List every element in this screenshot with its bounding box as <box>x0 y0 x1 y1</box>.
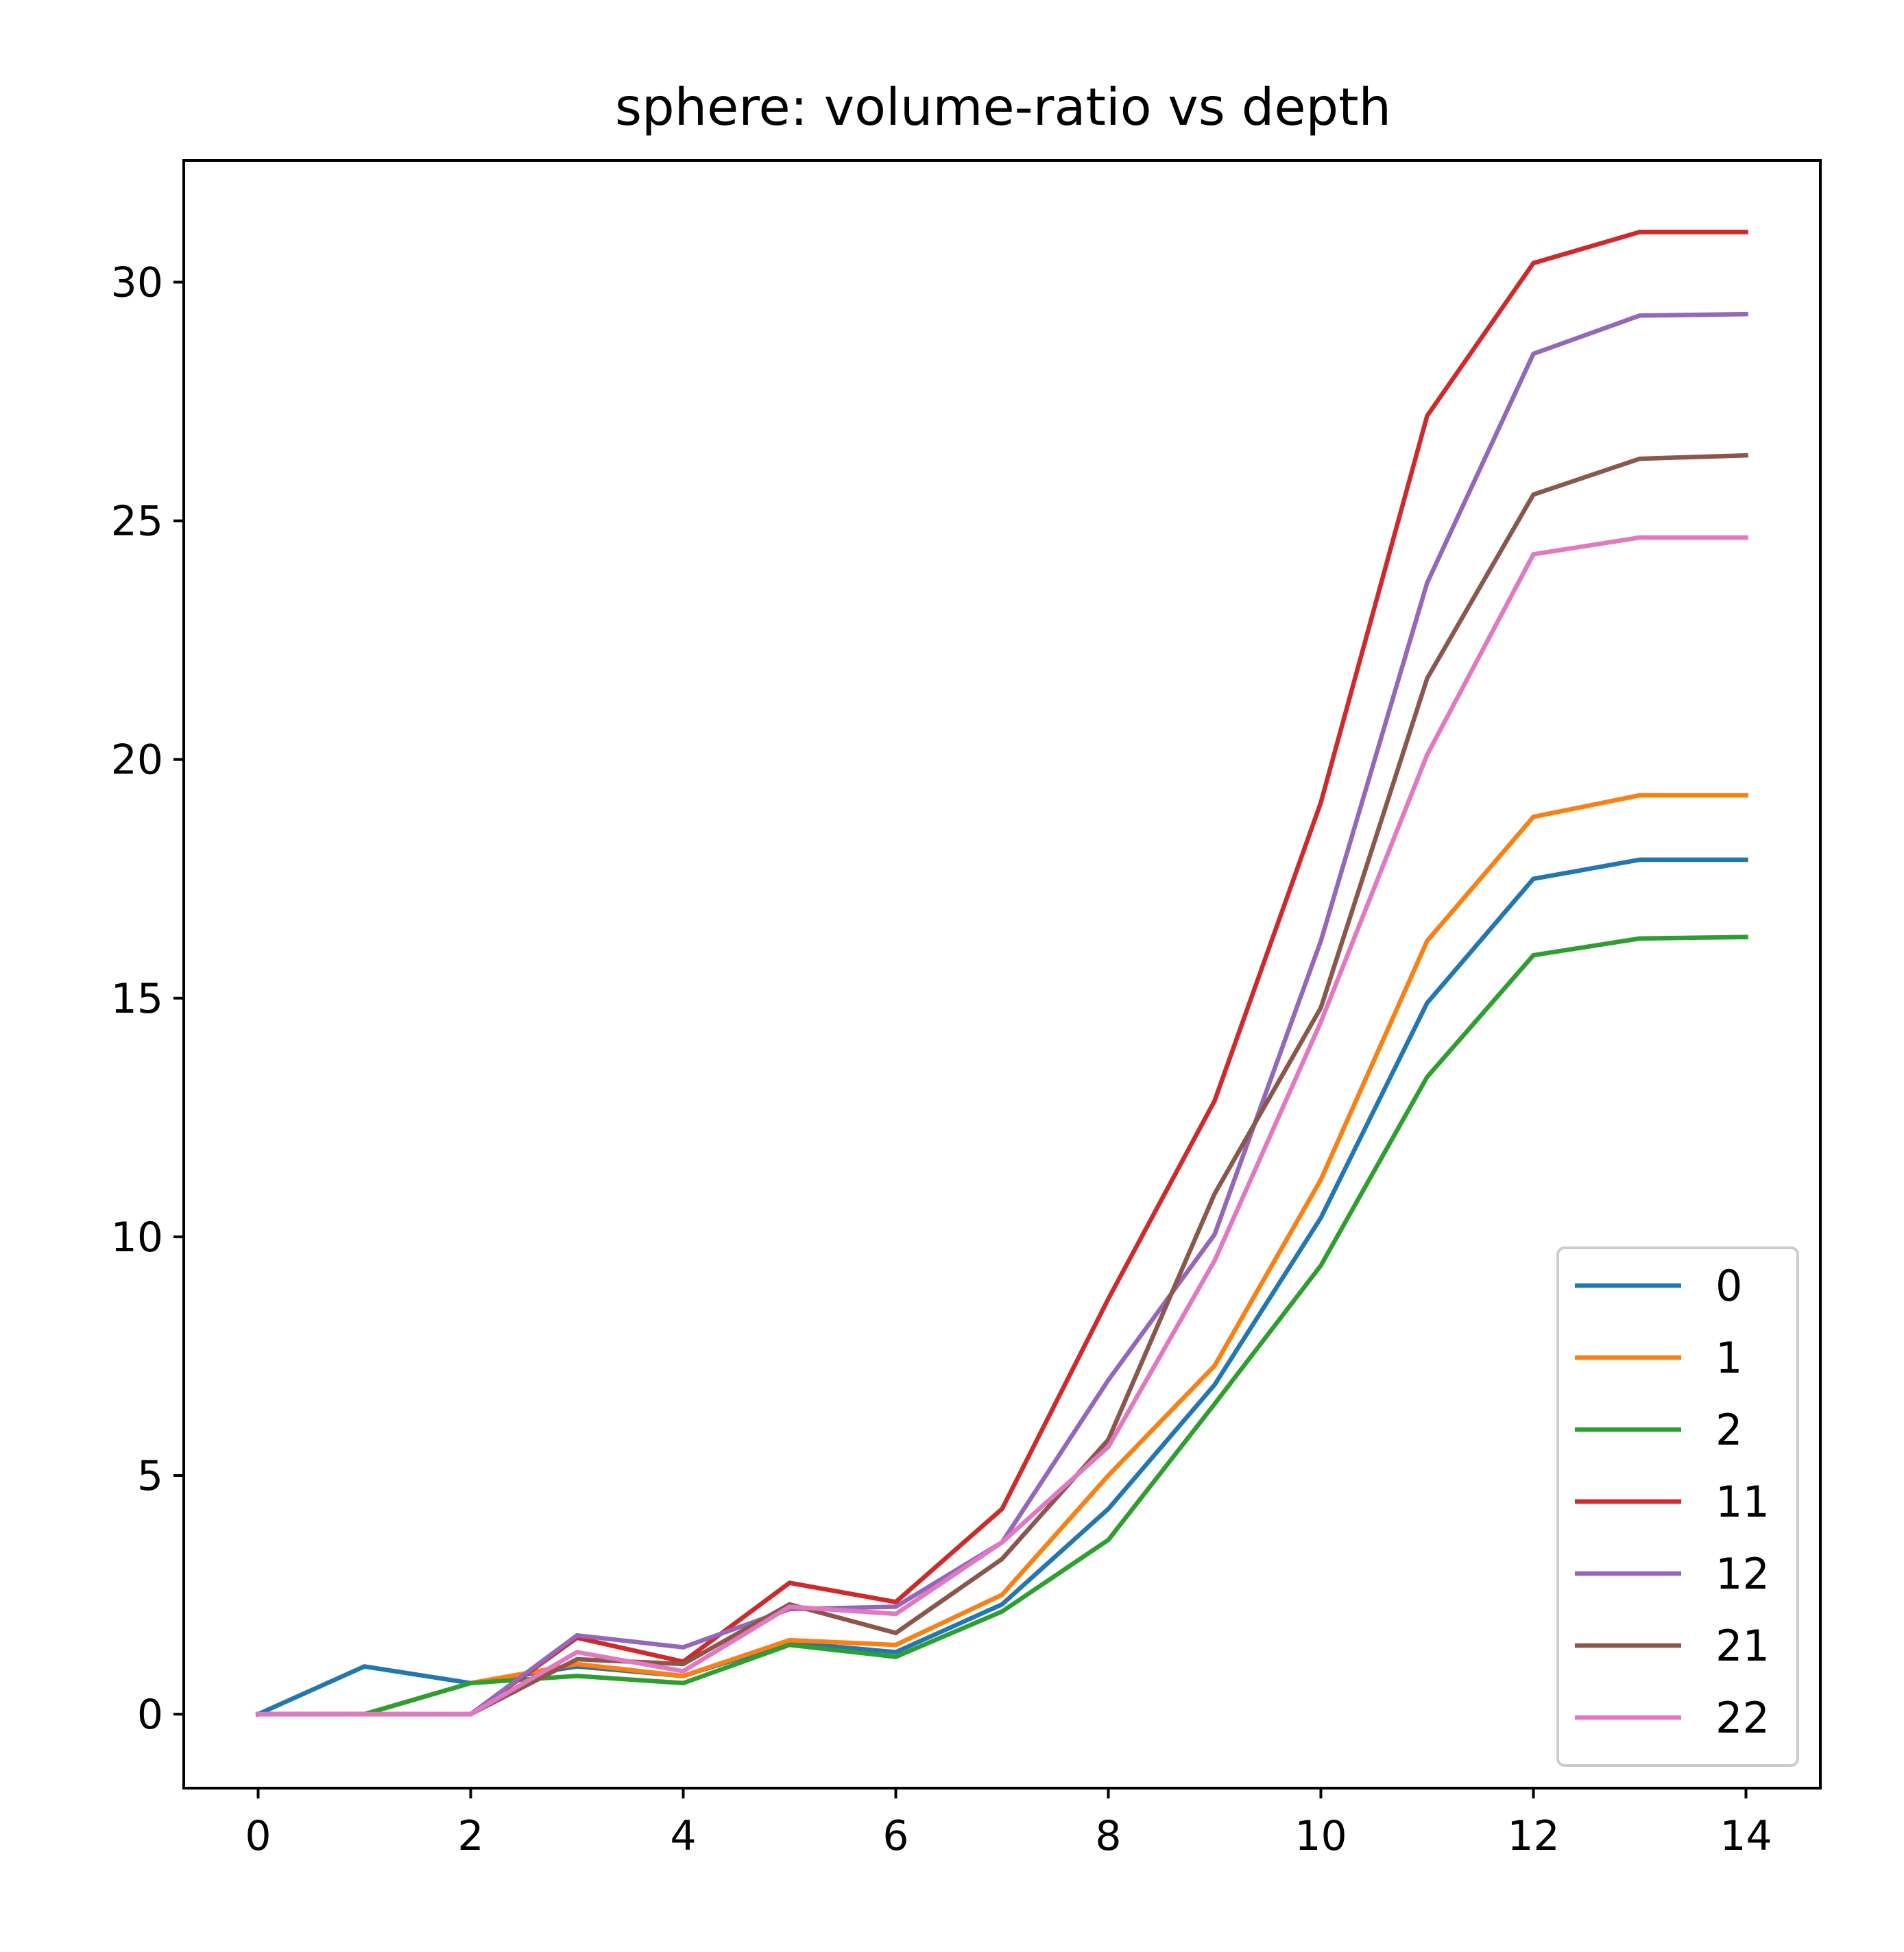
series-line-2 <box>256 935 1748 1717</box>
y-tick-label: 25 <box>111 498 163 546</box>
x-tick-label: 0 <box>245 1812 271 1860</box>
y-tick-label: 5 <box>137 1452 163 1500</box>
x-tick-label: 8 <box>1095 1812 1121 1860</box>
legend-label: 12 <box>1715 1549 1770 1599</box>
legend-label: 0 <box>1715 1261 1742 1311</box>
legend-label: 11 <box>1715 1477 1770 1527</box>
plot-frame <box>182 159 1822 1790</box>
series-line-22 <box>256 535 1748 1717</box>
y-tick-label: 20 <box>111 736 163 784</box>
series-line-1 <box>256 793 1748 1717</box>
x-tick-label: 4 <box>670 1812 696 1860</box>
legend-label: 21 <box>1715 1621 1770 1671</box>
y-tick-label: 10 <box>111 1214 163 1262</box>
y-tick-label: 30 <box>111 259 163 307</box>
legend-label: 2 <box>1715 1405 1742 1455</box>
x-tick-label: 10 <box>1294 1812 1347 1860</box>
x-tick-label: 6 <box>882 1812 908 1860</box>
plot-area <box>255 230 1748 1718</box>
legend-box <box>1556 1246 1799 1767</box>
chart-title: sphere: volume-ratio vs depth <box>615 77 1391 137</box>
x-tick-label: 2 <box>457 1812 483 1860</box>
y-tick-label: 0 <box>137 1691 163 1739</box>
legend-label: 22 <box>1715 1693 1770 1743</box>
x-tick-label: 12 <box>1507 1812 1559 1860</box>
legend-label: 1 <box>1715 1333 1742 1383</box>
y-tick-label: 15 <box>111 975 163 1023</box>
x-axis: 0 2 4 6 8 10 12 14 <box>245 1788 1772 1860</box>
y-axis: 0 5 10 15 20 25 30 <box>111 259 184 1739</box>
x-tick-label: 14 <box>1720 1812 1772 1860</box>
